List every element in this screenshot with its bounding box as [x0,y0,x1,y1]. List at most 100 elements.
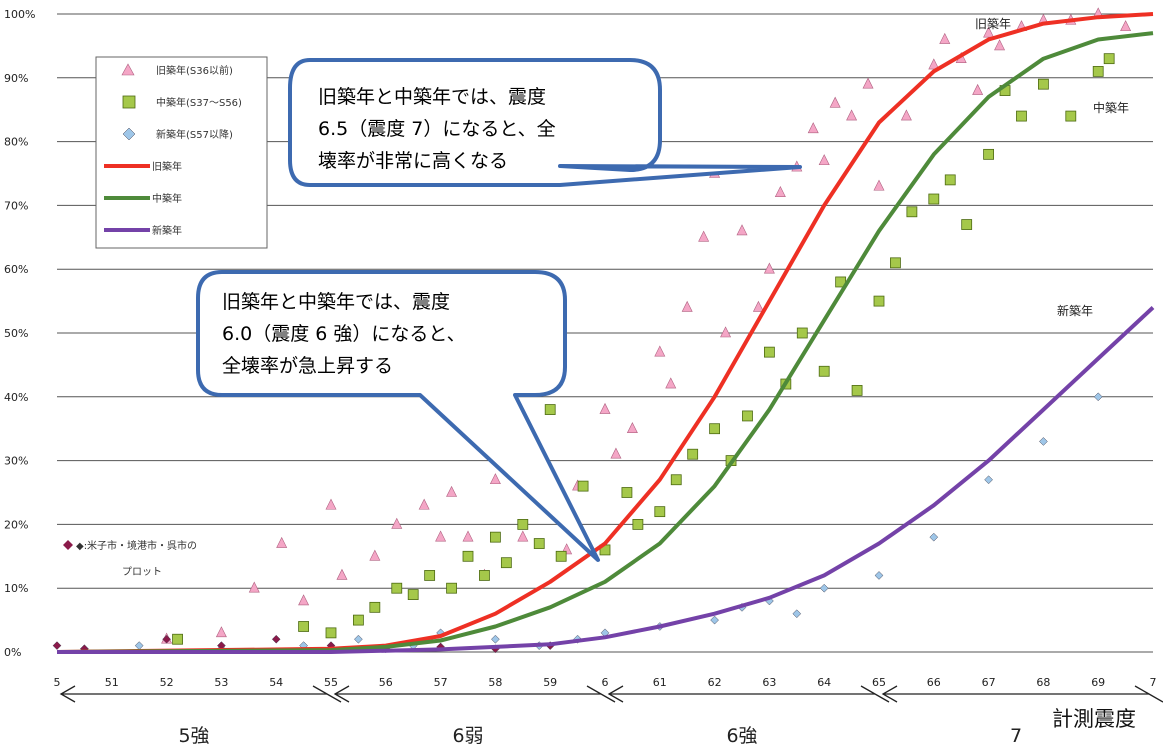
point-mid [890,257,901,269]
point-old [807,122,819,134]
band-label: 7 [1010,725,1022,747]
point-old [1120,20,1132,32]
x-tick-label: 53 [214,676,228,689]
point-mid [632,519,644,530]
point-mid [446,582,457,594]
point-old [862,77,874,89]
point-old [873,179,885,191]
x-axis-label: 計測震度 [1052,707,1136,731]
point-mid [555,550,567,562]
point-old [720,326,732,338]
point-old [599,402,611,414]
x-tick-label: 54 [269,676,283,689]
point-old [435,530,447,542]
point-mid [298,621,310,632]
callout-1-line-2: 6.5（震度 7）になると、全 [318,118,556,140]
point-mid [944,174,956,186]
point-mid [369,601,381,613]
point-old [939,32,951,44]
legend-square-icon [122,95,136,109]
band-arrow-left [333,685,350,703]
point-old [752,300,764,312]
note-diamond-icon [63,540,73,550]
point-city [52,641,62,650]
point-old [736,224,748,236]
point-old [665,377,677,389]
point-mid [709,423,720,435]
x-tick-label: 52 [160,676,174,689]
point-old [446,485,458,497]
x-tick-labels: 5 51 52 53 54 55 56 57 58 59 6 61 62 63 64 65 66 67 68 69 7 [54,676,1157,689]
band-arrow-right [586,685,616,703]
x-tick-label: 63 [762,676,776,689]
point-mid [742,410,753,422]
point-mid [577,480,589,492]
point-new [984,475,993,485]
x-tick-label: 51 [105,676,119,689]
fragility-curves [56,12,1155,654]
point-old [276,536,288,548]
point-mid [983,148,994,160]
point-new [710,615,719,625]
point-mid [1092,66,1104,77]
band-label: 5強 [178,725,209,747]
y-tick-label: 100% [4,8,35,21]
point-old [774,185,786,197]
point-old [462,530,474,542]
point-mid [621,487,633,498]
point-old [369,549,381,561]
x-tick-label: 55 [324,676,338,689]
point-new [929,532,939,542]
point-old [298,594,310,606]
curve-label-old: 旧築年 [975,16,1011,31]
x-tick-label: 69 [1091,676,1105,689]
point-mid [873,295,885,307]
callout-1-line-1: 旧築年と中築年では、震度 [318,86,546,108]
point-old [336,568,348,580]
y-tick-label: 70% [4,199,28,212]
point-old [983,26,995,38]
curve-old [56,12,1154,654]
y-tick-label: 20% [4,518,28,531]
y-tick-label: 40% [4,391,28,404]
y-tick-label: 0% [4,646,21,659]
band-arrow-right [1134,685,1163,703]
x-tick-label: 5 [54,676,61,689]
intensity-band-arrows: 5強 6弱 6強 7 [59,685,1163,747]
note-line-2: プロット [122,566,162,578]
point-old [325,498,337,510]
x-tick-label: 62 [708,676,722,689]
callout-2-line-1: 旧築年と中築年では、震度 [222,291,450,313]
x-tick-label: 56 [379,676,393,689]
y-tick-label: 10% [4,582,28,595]
point-mid [533,538,545,549]
point-mid [687,448,699,460]
point-mid [500,557,512,569]
curve-new [57,306,1155,654]
point-old [391,517,403,529]
point-mid [479,570,490,581]
point-city [271,634,281,644]
point-mid [407,589,419,600]
point-mid [424,570,436,581]
band-label: 6弱 [452,725,483,747]
callout-1-line-3: 壊率が非常に高くなる [318,150,508,172]
legend-label: 新築年 [152,224,182,237]
point-mid [172,633,183,645]
x-tick-label: 7 [1150,676,1157,689]
point-old [994,39,1006,51]
point-new [354,634,363,644]
x-tick-label: 6 [602,676,609,689]
point-old [818,154,830,166]
band-arrow-left [59,685,76,703]
y-tick-labels: 0% 10% 20% 30% 40% 50% 60% 70% 80% 90% 100% [4,8,35,659]
point-mid [489,531,501,543]
point-mid [764,346,775,358]
point-mid [391,582,403,594]
point-mid [928,193,940,205]
point-mid [1038,78,1049,90]
point-mid [906,206,918,218]
y-tick-label: 30% [4,455,28,468]
legend-label: 中築年 [152,192,182,205]
